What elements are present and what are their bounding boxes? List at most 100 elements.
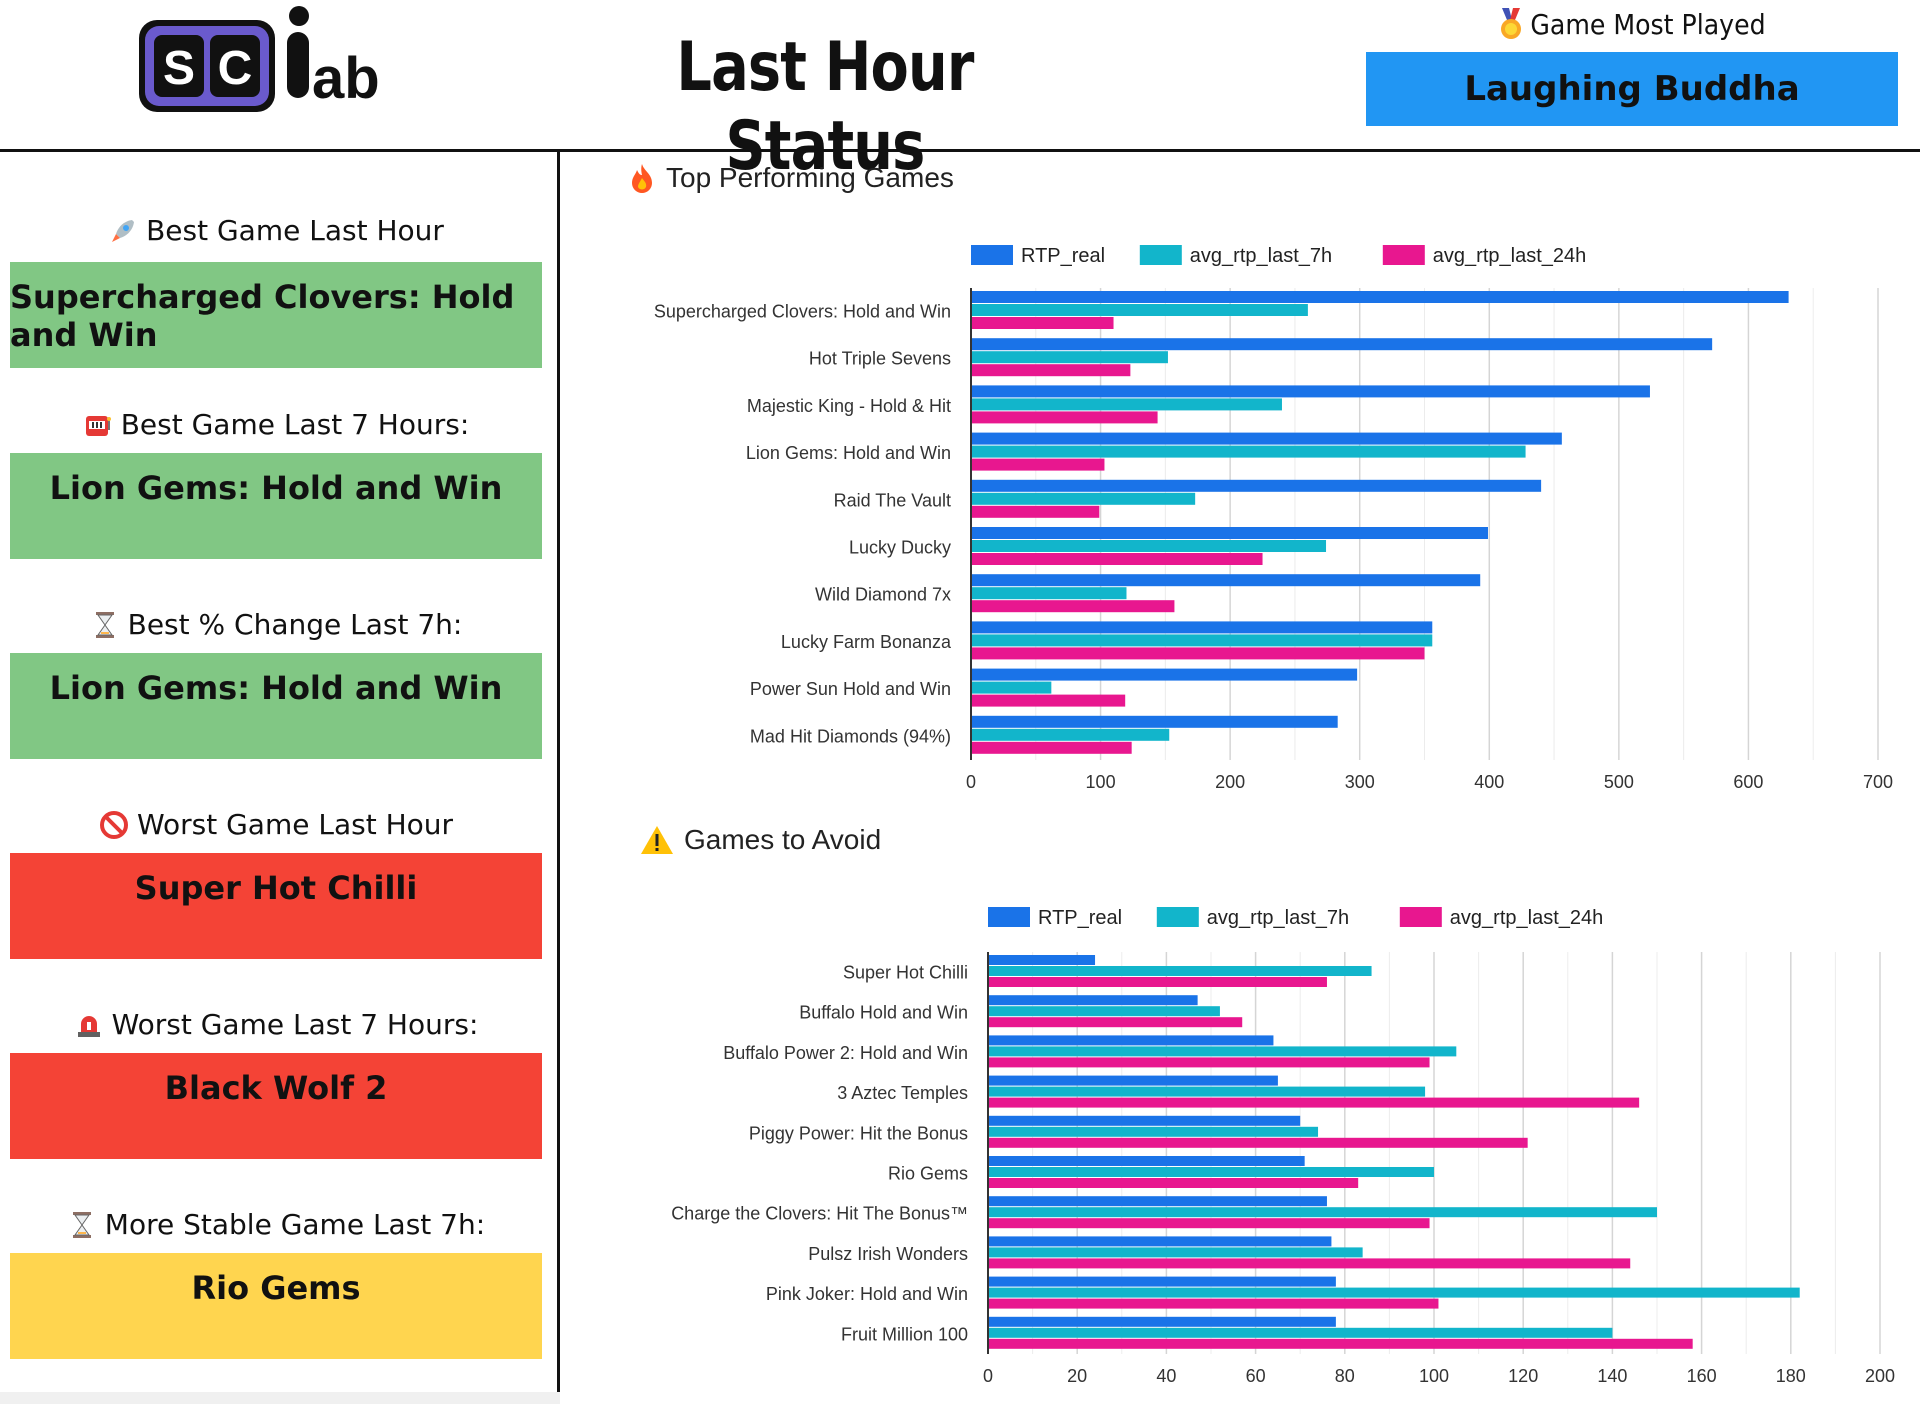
best-game-last-7h-label: Best Game Last 7 Hours: <box>10 408 542 441</box>
bar-avg-rtp-last-24h[interactable] <box>971 411 1158 424</box>
bar-avg-rtp-last-7h[interactable] <box>988 1327 1613 1338</box>
bar-avg-rtp-last-24h[interactable] <box>988 1178 1359 1188</box>
bar-rtp-real[interactable] <box>988 1035 1274 1046</box>
bar-avg-rtp-last-7h[interactable] <box>971 351 1168 364</box>
legend-item-avg-rtp-last-24h[interactable]: avg_rtp_last_24h <box>1382 245 1586 267</box>
legend-item-avg-rtp-last-7h[interactable]: avg_rtp_last_7h <box>1139 245 1332 267</box>
bar-avg-rtp-last-7h[interactable] <box>988 1207 1657 1218</box>
bar-avg-rtp-last-24h[interactable] <box>988 1017 1243 1028</box>
games-to-avoid-chart: RTP_real avg_rtp_last_7h avg_rtp_last_24h 0… <box>671 907 1895 1386</box>
header: S C ab Last Hour Status Game Most Played… <box>0 0 1920 186</box>
y-category-label: Power Sun Hold and Win <box>750 679 951 699</box>
bar-avg-rtp-last-24h[interactable] <box>971 364 1131 377</box>
top-performing-title: Top Performing Games <box>628 162 954 194</box>
best-change-last-7h-label: Best % Change Last 7h: <box>10 608 542 641</box>
prohibited-icon <box>99 810 128 839</box>
bar-avg-rtp-last-24h[interactable] <box>988 1097 1640 1108</box>
siren-icon <box>77 1015 100 1037</box>
x-tick-label: 80 <box>1335 1366 1355 1386</box>
bar-avg-rtp-last-7h[interactable] <box>988 1247 1363 1258</box>
most-played-label: Game Most Played <box>1366 8 1898 41</box>
bar-avg-rtp-last-7h[interactable] <box>971 398 1282 411</box>
bar-rtp-real[interactable] <box>971 668 1358 681</box>
x-tick-label: 100 <box>1086 772 1116 792</box>
bar-rtp-real[interactable] <box>971 574 1481 587</box>
y-category-label: 3 Aztec Temples <box>837 1083 968 1103</box>
bar-rtp-real[interactable] <box>971 621 1433 634</box>
bar-avg-rtp-last-24h[interactable] <box>971 553 1263 565</box>
bar-rtp-real[interactable] <box>988 1075 1278 1086</box>
bar-rtp-real[interactable] <box>971 291 1789 303</box>
bar-avg-rtp-last-24h[interactable] <box>988 1258 1631 1269</box>
bar-avg-rtp-last-7h[interactable] <box>971 728 1170 741</box>
bar-avg-rtp-last-24h[interactable] <box>971 458 1105 471</box>
stable-game-last-7h-label: More Stable Game Last 7h: <box>10 1208 542 1241</box>
legend-swatch <box>1382 245 1425 265</box>
bar-rtp-real[interactable] <box>971 432 1562 445</box>
x-tick-label: 140 <box>1597 1366 1627 1386</box>
bar-avg-rtp-last-24h[interactable] <box>971 505 1100 518</box>
bar-avg-rtp-last-7h[interactable] <box>971 681 1052 694</box>
bar-rtp-real[interactable] <box>988 1196 1327 1207</box>
bar-rtp-real[interactable] <box>988 1115 1301 1126</box>
svg-text:S: S <box>163 42 195 95</box>
bar-avg-rtp-last-7h[interactable] <box>988 1287 1800 1298</box>
bar-avg-rtp-last-7h[interactable] <box>971 587 1127 600</box>
bar-avg-rtp-last-7h[interactable] <box>971 304 1308 316</box>
legend-label: RTP_real <box>1021 245 1105 267</box>
y-category-label: Buffalo Hold and Win <box>799 1003 968 1023</box>
bar-avg-rtp-last-24h[interactable] <box>971 741 1132 754</box>
legend-label: RTP_real <box>1038 907 1122 929</box>
bar-avg-rtp-last-7h[interactable] <box>988 1006 1220 1017</box>
bar-avg-rtp-last-7h[interactable] <box>971 540 1327 552</box>
y-category-label: Lucky Farm Bonanza <box>781 632 952 652</box>
legend-item-rtp-real[interactable]: RTP_real <box>971 245 1105 267</box>
bar-rtp-real[interactable] <box>988 955 1096 965</box>
y-category-label: Lion Gems: Hold and Win <box>746 443 951 463</box>
bottom-strip <box>0 1392 560 1404</box>
legend-label: avg_rtp_last_7h <box>1190 245 1332 267</box>
x-tick-label: 500 <box>1604 772 1634 792</box>
bar-avg-rtp-last-24h[interactable] <box>971 647 1425 660</box>
x-tick-label: 60 <box>1246 1366 1266 1386</box>
bar-rtp-real[interactable] <box>988 1236 1332 1247</box>
legend-swatch <box>971 245 1013 265</box>
bar-avg-rtp-last-24h[interactable] <box>988 1057 1430 1068</box>
bar-rtp-real[interactable] <box>988 995 1198 1006</box>
bar-avg-rtp-last-7h[interactable] <box>971 492 1196 505</box>
bar-avg-rtp-last-24h[interactable] <box>988 977 1327 987</box>
x-tick-label: 200 <box>1865 1366 1895 1386</box>
bar-avg-rtp-last-24h[interactable] <box>988 1137 1528 1148</box>
legend-label: avg_rtp_last_24h <box>1433 245 1586 267</box>
bar-avg-rtp-last-7h[interactable] <box>971 445 1526 458</box>
bar-avg-rtp-last-24h[interactable] <box>971 600 1175 613</box>
bar-avg-rtp-last-7h[interactable] <box>971 634 1433 647</box>
bar-avg-rtp-last-24h[interactable] <box>971 694 1126 707</box>
bar-avg-rtp-last-7h[interactable] <box>988 1046 1457 1057</box>
most-played-value: Laughing Buddha <box>1366 52 1898 126</box>
bar-avg-rtp-last-7h[interactable] <box>988 966 1372 976</box>
hourglass-icon <box>72 1211 91 1238</box>
bar-rtp-real[interactable] <box>988 1276 1336 1287</box>
bar-rtp-real[interactable] <box>971 479 1542 492</box>
best-game-last-7h-value: Lion Gems: Hold and Win <box>10 453 542 559</box>
bar-rtp-real[interactable] <box>988 1316 1336 1327</box>
bar-avg-rtp-last-24h[interactable] <box>988 1218 1430 1229</box>
legend-swatch <box>1139 245 1182 265</box>
bar-avg-rtp-last-7h[interactable] <box>988 1086 1426 1097</box>
legend-item-rtp-real[interactable]: RTP_real <box>988 907 1122 929</box>
bar-rtp-real[interactable] <box>988 1156 1305 1166</box>
bar-avg-rtp-last-24h[interactable] <box>988 1298 1439 1309</box>
bar-rtp-real[interactable] <box>971 715 1338 728</box>
legend-item-avg-rtp-last-24h[interactable]: avg_rtp_last_24h <box>1399 907 1603 929</box>
bar-rtp-real[interactable] <box>971 338 1713 351</box>
bar-rtp-real[interactable] <box>971 385 1650 398</box>
legend-swatch <box>1156 907 1199 927</box>
bar-rtp-real[interactable] <box>971 527 1488 539</box>
bar-avg-rtp-last-24h[interactable] <box>988 1338 1693 1349</box>
legend-item-avg-rtp-last-7h[interactable]: avg_rtp_last_7h <box>1156 907 1349 929</box>
bar-avg-rtp-last-7h[interactable] <box>988 1126 1319 1137</box>
bar-avg-rtp-last-24h[interactable] <box>971 317 1114 329</box>
y-category-label: Charge the Clovers: Hit The Bonus™ <box>671 1204 968 1224</box>
bar-avg-rtp-last-7h[interactable] <box>988 1167 1434 1177</box>
